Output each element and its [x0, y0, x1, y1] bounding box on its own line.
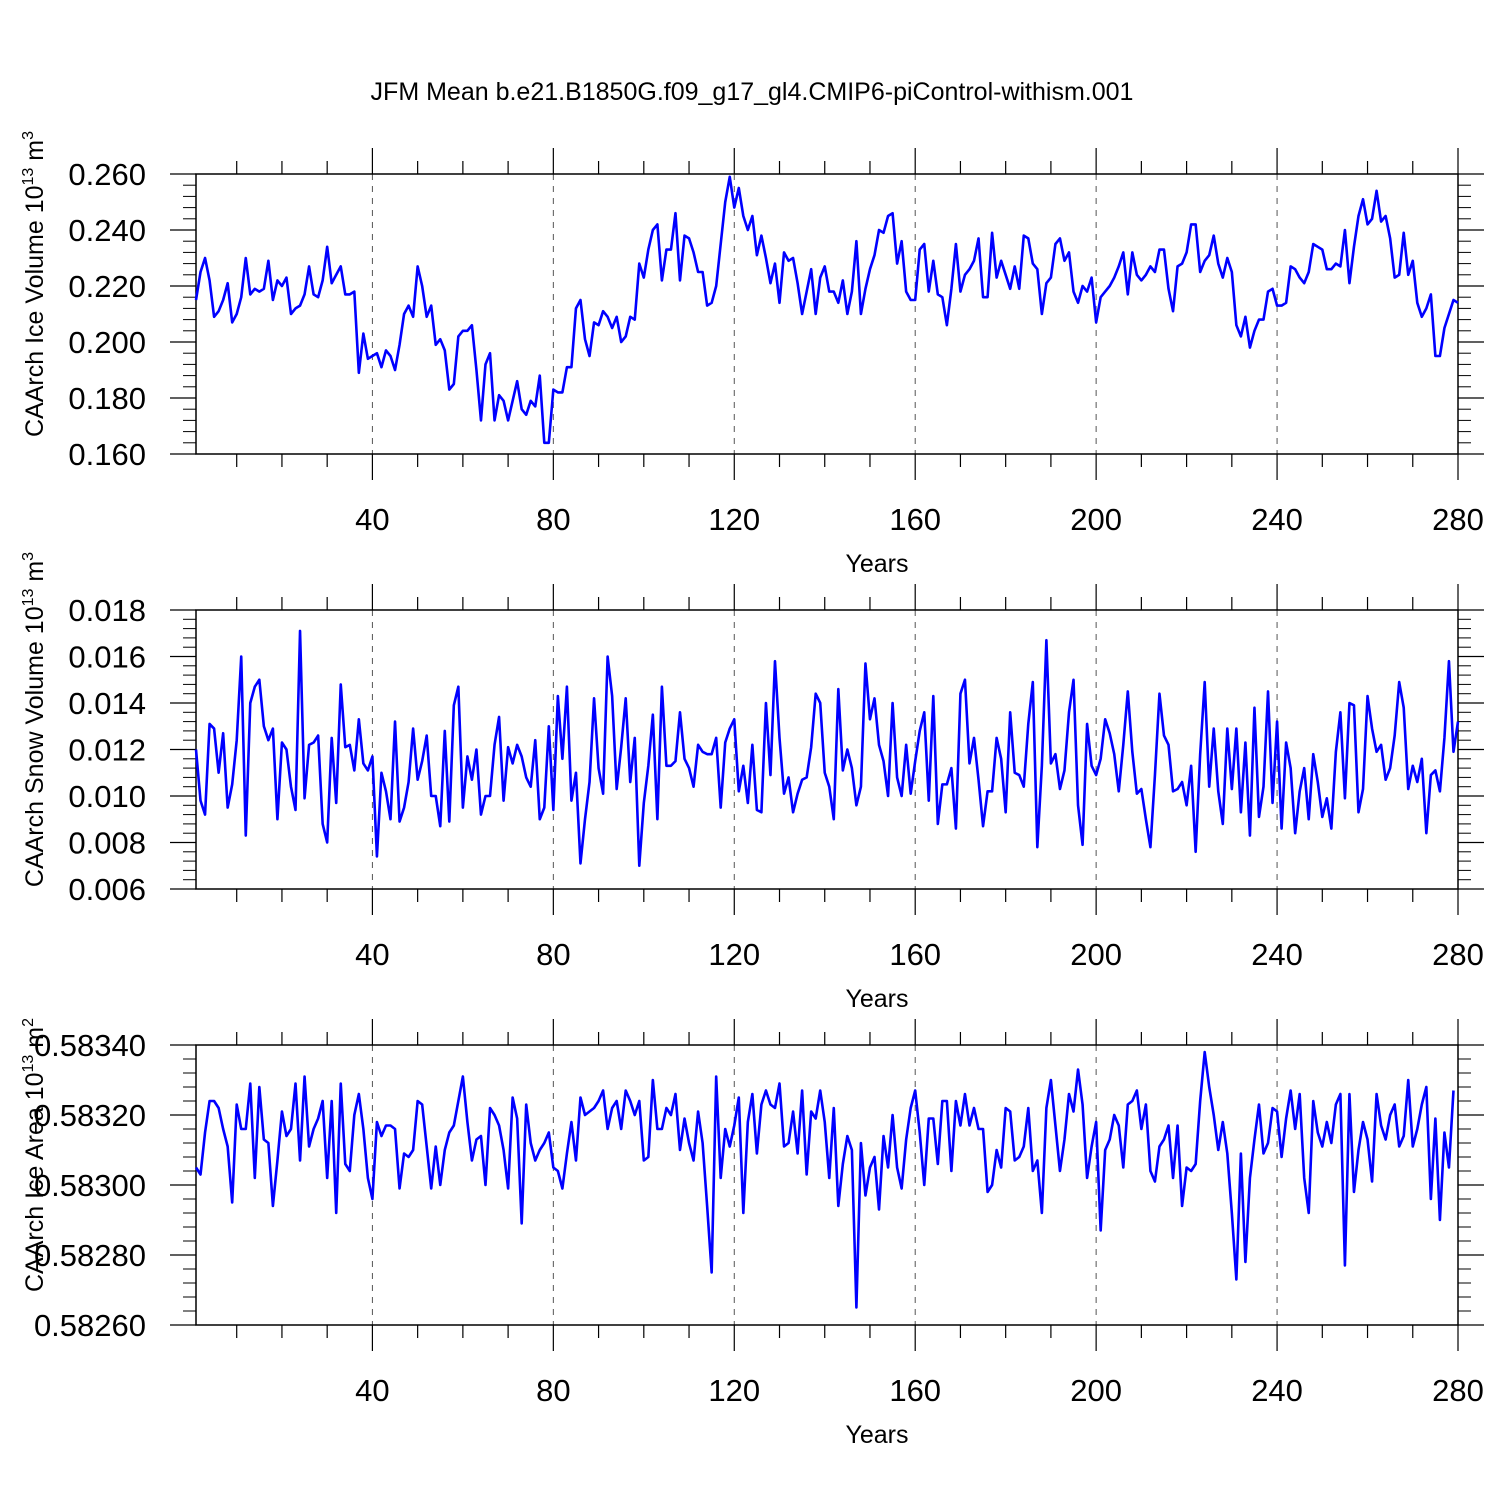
x-tick-label: 160: [889, 502, 941, 537]
y-tick-label: 0.180: [68, 381, 146, 416]
panel-ice-area: 0.58260 0.58280 0.58300 0.58320 0.58340 40 80 1…: [20, 1018, 1484, 1449]
plot-frame: [195, 1044, 1459, 1326]
x-tick-label: 240: [1251, 502, 1303, 537]
x-axis-title: Years: [845, 985, 908, 1013]
y-tick-label: 0.016: [68, 640, 146, 675]
panel-ice-volume: 0.160 0.180 0.200 0.220 0.240 0.260 40 80 120 160…: [20, 131, 1484, 578]
x-tick-label: 120: [708, 502, 760, 537]
y-tick-label: 0.260: [68, 157, 146, 192]
plot-frame: [195, 173, 1459, 455]
series-line: [194, 629, 1460, 868]
x-tick-label: 280: [1432, 937, 1484, 972]
plot-frame: [195, 609, 1459, 890]
x-tick-label: 280: [1432, 502, 1484, 537]
y-tick-label: 0.160: [68, 437, 146, 472]
x-tick-label: 240: [1251, 937, 1303, 972]
series-line: [194, 1050, 1455, 1309]
y-axis-title: CAArch Snow Volume 1013 m3: [20, 552, 49, 887]
series-line: [194, 175, 1459, 445]
y-tick-label: 0.008: [68, 826, 146, 861]
y-tick-label: 0.006: [68, 872, 146, 907]
y-axis-title: CAArch Ice Area 1013 m2: [20, 1018, 49, 1292]
x-tick-label: 80: [536, 1373, 570, 1408]
x-tick-label: 40: [355, 502, 389, 537]
y-tick-label: 0.012: [68, 733, 146, 768]
x-tick-label: 200: [1070, 1373, 1122, 1408]
y-tick-label: 0.58320: [34, 1098, 146, 1133]
x-axis-title: Years: [845, 1421, 908, 1449]
x-tick-label: 160: [889, 937, 941, 972]
x-tick-label: 80: [536, 937, 570, 972]
y-tick-label: 0.58300: [34, 1168, 146, 1203]
y-tick-label: 0.018: [68, 593, 146, 628]
panel-snow-volume: 0.006 0.008 0.010 0.012 0.014 0.016 0.018 40 80 1…: [20, 552, 1484, 1013]
x-tick-label: 40: [355, 937, 389, 972]
x-tick-label: 120: [708, 1373, 760, 1408]
y-tick-label: 0.240: [68, 213, 146, 248]
x-tick-label: 280: [1432, 1373, 1484, 1408]
x-tick-label: 200: [1070, 502, 1122, 537]
x-tick-label: 40: [355, 1373, 389, 1408]
x-tick-label: 240: [1251, 1373, 1303, 1408]
y-tick-label: 0.200: [68, 325, 146, 360]
y-tick-label: 0.014: [68, 686, 146, 721]
y-tick-label: 0.58260: [34, 1308, 146, 1343]
y-tick-label: 0.58280: [34, 1238, 146, 1273]
x-tick-label: 120: [708, 937, 760, 972]
x-axis-title: Years: [845, 550, 908, 578]
chart-title: JFM Mean b.e21.B1850G.f09_g17_gl4.CMIP6-…: [371, 78, 1134, 106]
x-tick-label: 160: [889, 1373, 941, 1408]
y-tick-label: 0.010: [68, 779, 146, 814]
y-axis-title: CAArch Ice Volume 1013 m3: [20, 131, 49, 437]
x-tick-label: 80: [536, 502, 570, 537]
y-tick-label: 0.220: [68, 269, 146, 304]
y-tick-label: 0.58340: [34, 1028, 146, 1063]
x-tick-label: 200: [1070, 937, 1122, 972]
